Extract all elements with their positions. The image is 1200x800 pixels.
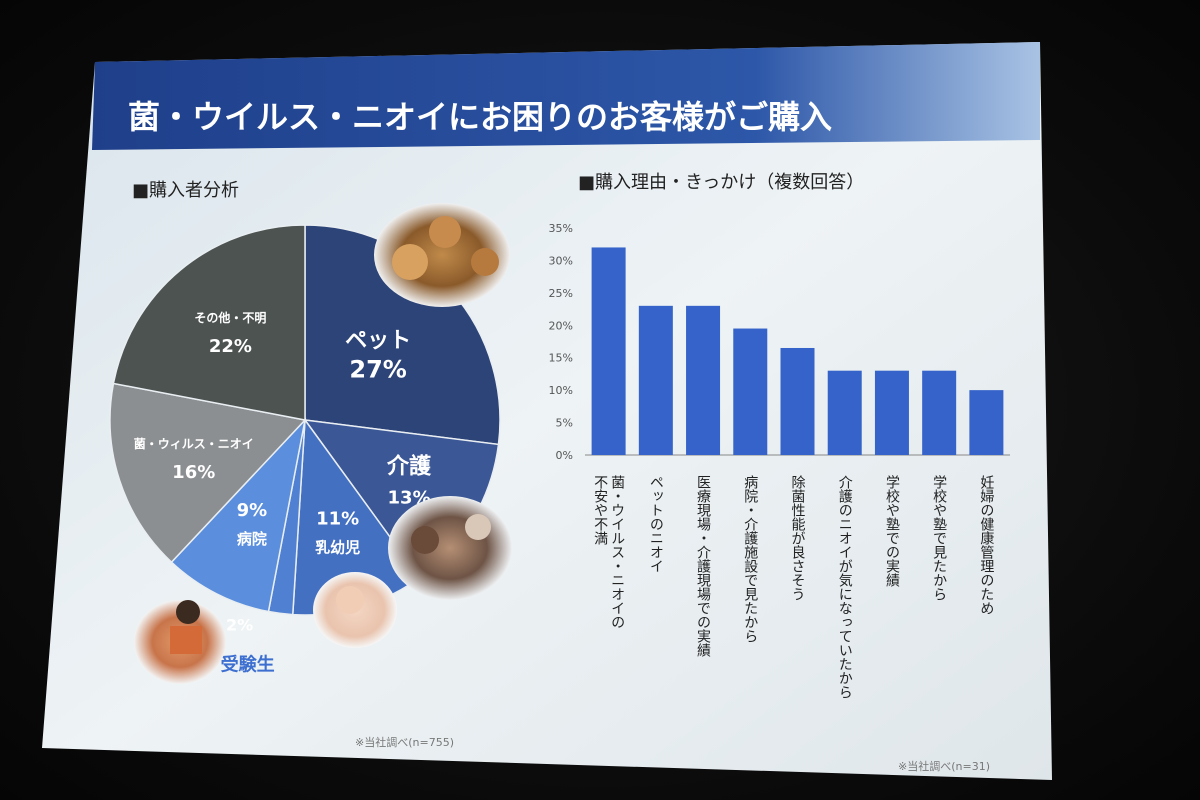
bar-3 xyxy=(686,305,721,455)
bar-category-label: 菌・ウイルス・ニオイの不安や不満 xyxy=(592,475,625,629)
pie-slice-5 xyxy=(170,417,307,613)
y-tick-label: 5% xyxy=(556,417,573,430)
pie-category-label: 菌・ウィルス・ニオイ xyxy=(134,436,254,451)
pie-labels: ペット27%介護13%乳幼児11%2%受験生病院9%菌・ウィルス・ニオイ16%そ… xyxy=(134,310,432,676)
pie-category-label: その他・不明 xyxy=(194,310,266,325)
y-tick-label: 20% xyxy=(549,319,573,332)
bar-category-label: 除菌性能が良さそう xyxy=(790,475,806,601)
pie-value-label: 16% xyxy=(172,462,215,483)
pie-slice-6 xyxy=(109,382,307,564)
bar-4 xyxy=(733,328,768,455)
bar-6 xyxy=(827,370,862,455)
pie-value-label: 27% xyxy=(349,356,406,384)
baby-photo-icon xyxy=(313,572,397,648)
bar-category-label: 介護のニオイが気になっていたから xyxy=(837,475,853,699)
bar-8 xyxy=(922,370,957,455)
elderly-care-photo-icon xyxy=(388,496,512,600)
bar-category-label: ペットのニオイ xyxy=(648,475,664,573)
slide-title: 菌・ウイルス・ニオイにお困りのお客様がご購入 xyxy=(128,98,832,136)
bar-chart-title: ■購入理由・きっかけ（複数回答） xyxy=(578,172,864,193)
y-tick-label: 35% xyxy=(549,222,573,235)
bar-5 xyxy=(780,347,815,455)
bar-7 xyxy=(874,370,909,455)
pie-category-label: 病院 xyxy=(237,530,267,548)
bar-9 xyxy=(969,390,1004,455)
pie-category-label: 介護 xyxy=(386,454,432,480)
bar-2 xyxy=(638,305,673,455)
dogs-photo-icon xyxy=(374,203,510,307)
student-photo-icon xyxy=(134,600,226,684)
pie-chart-title: ■購入者分析 xyxy=(132,180,239,201)
bar-1 xyxy=(591,247,626,455)
pie-value-label: 2% xyxy=(226,616,253,635)
bar-chart xyxy=(591,247,1004,455)
y-tick-label: 30% xyxy=(549,254,573,267)
pie-slice-7 xyxy=(112,224,306,421)
bar-footnote: ※当社調べ(n=31) xyxy=(898,759,990,773)
y-tick-label: 10% xyxy=(549,384,573,397)
pie-chart xyxy=(109,224,501,616)
bar-category-label: 病院・介護施設で見たから xyxy=(742,475,758,643)
pie-value-label: 22% xyxy=(209,336,252,357)
title-bar xyxy=(92,42,1040,150)
bar-category-label: 学校や塾で見たから xyxy=(931,475,947,601)
bar-category-label: 妊婦の健康管理のため xyxy=(978,475,994,615)
pie-value-label: 11% xyxy=(316,508,359,529)
pie-category-label: 乳幼児 xyxy=(315,538,360,556)
pie-category-label: ペット xyxy=(345,329,411,354)
pie-value-label: 9% xyxy=(237,500,268,521)
bar-category-label: 学校や塾での実績 xyxy=(884,475,900,587)
y-tick-label: 0% xyxy=(556,449,573,462)
bar-category-labels: 菌・ウイルス・ニオイの不安や不満 ペットのニオイ 医療現場・介護現場での実績 病院・介… xyxy=(592,475,994,699)
bar-category-label: 医療現場・介護現場での実績 xyxy=(695,475,711,657)
y-tick-label: 25% xyxy=(549,287,573,300)
pie-footnote: ※当社調べ(n=755) xyxy=(355,735,454,749)
pie-category-label: 受験生 xyxy=(221,654,275,676)
y-tick-label: 15% xyxy=(549,352,573,365)
